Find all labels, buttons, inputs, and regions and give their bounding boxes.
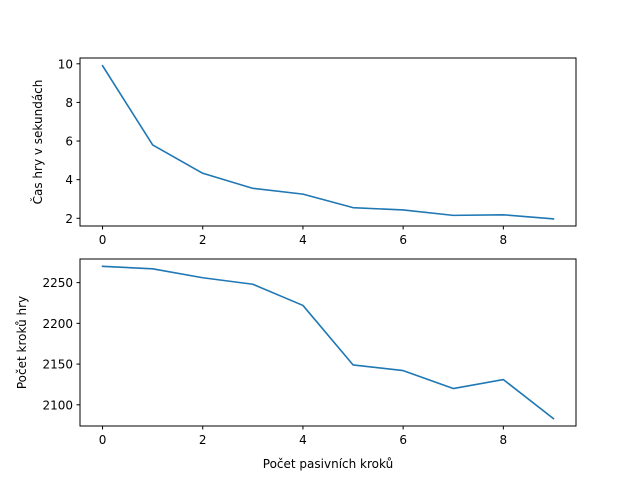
bottom-y-axis-label: Počet kroků hry — [15, 296, 29, 389]
bottom-y-tick-label: 2250 — [42, 276, 73, 290]
bottom-plot-frame — [79, 258, 577, 427]
top-x-axis: 0 2 4 6 8 — [99, 226, 507, 247]
bottom-series-line — [101, 265, 555, 420]
top-subplot: 0 2 4 6 8 2 4 6 8 10 Čas hry v sekundách — [30, 57, 577, 247]
top-y-tick-label: 4 — [65, 173, 73, 187]
bottom-y-tick-label: 2150 — [42, 358, 73, 372]
top-x-tick-label: 8 — [500, 233, 508, 247]
bottom-subplot: 0 2 4 6 8 2100 2150 2200 2250 Počet kroků hry P… — [15, 258, 577, 471]
top-x-tick-label: 4 — [299, 233, 307, 247]
bottom-x-tick-label: 2 — [199, 433, 207, 447]
top-x-tick-label: 6 — [399, 233, 407, 247]
bottom-y-axis: 2100 2150 2200 2250 — [42, 276, 80, 412]
bottom-x-tick-label: 8 — [500, 433, 508, 447]
bottom-y-tick-label: 2100 — [42, 398, 73, 412]
top-y-tick-label: 10 — [58, 57, 73, 71]
top-y-axis-label: Čas hry v sekundách — [30, 80, 45, 205]
bottom-y-tick-label: 2200 — [42, 317, 73, 331]
top-y-axis: 2 4 6 8 10 — [58, 57, 80, 226]
top-x-tick-label: 2 — [199, 233, 207, 247]
top-y-tick-label: 6 — [65, 135, 73, 149]
top-x-tick-label: 0 — [99, 233, 107, 247]
bottom-x-tick-label: 4 — [299, 433, 307, 447]
bottom-x-axis: 0 2 4 6 8 — [99, 426, 507, 447]
bottom-x-tick-label: 6 — [399, 433, 407, 447]
bottom-x-axis-label: Počet pasivních kroků — [263, 457, 393, 471]
top-y-tick-label: 2 — [65, 212, 73, 226]
top-plot-frame — [79, 57, 577, 227]
bottom-x-tick-label: 0 — [99, 433, 107, 447]
top-series-line — [101, 64, 555, 220]
top-y-tick-label: 8 — [65, 96, 73, 110]
